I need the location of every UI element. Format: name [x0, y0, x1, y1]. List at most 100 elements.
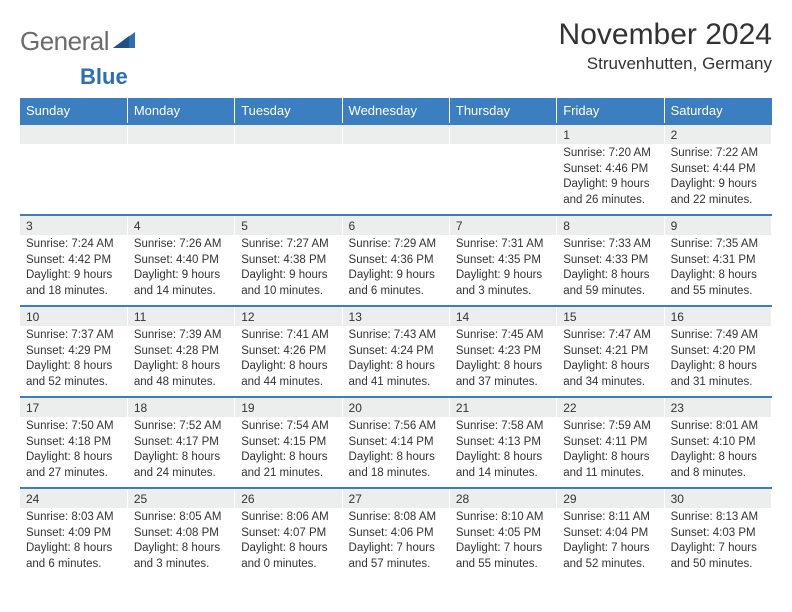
sunrise-line: Sunrise: 7:50 AM: [26, 419, 121, 435]
day-number: 6: [342, 215, 449, 235]
daylight-line: Daylight: 9 hours: [563, 177, 657, 193]
sunrise-line: Sunrise: 7:54 AM: [241, 419, 335, 435]
day-number: 16: [664, 306, 771, 326]
daylight-line: and 31 minutes.: [671, 375, 765, 391]
day-detail-cell: Sunrise: 7:22 AMSunset: 4:44 PMDaylight:…: [664, 144, 771, 215]
day-detail-cell: Sunrise: 7:26 AMSunset: 4:40 PMDaylight:…: [127, 235, 234, 306]
daylight-line: Daylight: 9 hours: [456, 268, 550, 284]
logo: General: [20, 18, 137, 57]
daylight-line: Daylight: 8 hours: [26, 359, 121, 375]
daylight-line: and 3 minutes.: [134, 557, 228, 573]
day-detail-cell: Sunrise: 7:56 AMSunset: 4:14 PMDaylight:…: [342, 417, 449, 488]
day-number: 8: [557, 215, 664, 235]
week-number-row: 12: [20, 124, 772, 144]
day-number: 22: [557, 397, 664, 417]
daylight-line: Daylight: 8 hours: [563, 268, 657, 284]
daylight-line: Daylight: 8 hours: [134, 450, 228, 466]
daylight-line: Daylight: 9 hours: [26, 268, 121, 284]
day-detail-cell: Sunrise: 7:59 AMSunset: 4:11 PMDaylight:…: [557, 417, 664, 488]
day-detail-cell: Sunrise: 7:35 AMSunset: 4:31 PMDaylight:…: [664, 235, 771, 306]
daylight-line: and 24 minutes.: [134, 466, 228, 482]
day-detail-cell: Sunrise: 8:05 AMSunset: 4:08 PMDaylight:…: [127, 508, 234, 578]
daylight-line: and 22 minutes.: [671, 193, 765, 209]
day-detail-cell: Sunrise: 8:01 AMSunset: 4:10 PMDaylight:…: [664, 417, 771, 488]
daylight-line: and 0 minutes.: [241, 557, 335, 573]
day-number: 18: [127, 397, 234, 417]
day-number: 20: [342, 397, 449, 417]
calendar-page: General November 2024 Struvenhutten, Ger…: [0, 0, 792, 596]
day-number: 21: [449, 397, 556, 417]
daylight-line: Daylight: 8 hours: [241, 541, 335, 557]
daylight-line: and 37 minutes.: [456, 375, 550, 391]
calendar-table: Sunday Monday Tuesday Wednesday Thursday…: [20, 98, 772, 578]
week-number-row: 3456789: [20, 215, 772, 235]
sunrise-line: Sunrise: 7:59 AM: [563, 419, 657, 435]
day-detail-cell: Sunrise: 7:29 AMSunset: 4:36 PMDaylight:…: [342, 235, 449, 306]
day-number: 24: [20, 488, 127, 508]
day-detail-cell: [342, 144, 449, 215]
sunrise-line: Sunrise: 7:27 AM: [241, 237, 335, 253]
day-number: 3: [20, 215, 127, 235]
week-number-row: 10111213141516: [20, 306, 772, 326]
day-detail-cell: Sunrise: 7:41 AMSunset: 4:26 PMDaylight:…: [235, 326, 342, 397]
day-detail-cell: [449, 144, 556, 215]
sunset-line: Sunset: 4:38 PM: [241, 253, 335, 269]
day-number: 29: [557, 488, 664, 508]
sunrise-line: Sunrise: 7:37 AM: [26, 328, 121, 344]
sunrise-line: Sunrise: 7:58 AM: [456, 419, 550, 435]
sunrise-line: Sunrise: 7:33 AM: [563, 237, 657, 253]
day-number: 2: [664, 124, 771, 144]
daylight-line: and 14 minutes.: [456, 466, 550, 482]
day-detail-cell: Sunrise: 7:50 AMSunset: 4:18 PMDaylight:…: [20, 417, 127, 488]
daylight-line: and 59 minutes.: [563, 284, 657, 300]
sunset-line: Sunset: 4:29 PM: [26, 344, 121, 360]
daylight-line: Daylight: 7 hours: [349, 541, 443, 557]
daylight-line: Daylight: 7 hours: [671, 541, 765, 557]
day-detail-cell: Sunrise: 7:52 AMSunset: 4:17 PMDaylight:…: [127, 417, 234, 488]
sunset-line: Sunset: 4:15 PM: [241, 435, 335, 451]
sunrise-line: Sunrise: 8:06 AM: [241, 510, 335, 526]
day-number: 5: [235, 215, 342, 235]
day-number: [342, 124, 449, 144]
sunrise-line: Sunrise: 7:49 AM: [671, 328, 765, 344]
day-number: 19: [235, 397, 342, 417]
day-header-row: Sunday Monday Tuesday Wednesday Thursday…: [20, 98, 772, 124]
day-number: [235, 124, 342, 144]
day-number: 23: [664, 397, 771, 417]
sunrise-line: Sunrise: 7:26 AM: [134, 237, 228, 253]
day-detail-cell: Sunrise: 8:10 AMSunset: 4:05 PMDaylight:…: [449, 508, 556, 578]
day-detail-cell: Sunrise: 7:54 AMSunset: 4:15 PMDaylight:…: [235, 417, 342, 488]
daylight-line: and 18 minutes.: [26, 284, 121, 300]
sunset-line: Sunset: 4:40 PM: [134, 253, 228, 269]
week-detail-row: Sunrise: 7:24 AMSunset: 4:42 PMDaylight:…: [20, 235, 772, 306]
day-header: Tuesday: [235, 98, 342, 124]
daylight-line: Daylight: 9 hours: [349, 268, 443, 284]
daylight-line: and 55 minutes.: [671, 284, 765, 300]
sunset-line: Sunset: 4:10 PM: [671, 435, 765, 451]
daylight-line: Daylight: 8 hours: [671, 268, 765, 284]
day-detail-cell: Sunrise: 7:58 AMSunset: 4:13 PMDaylight:…: [449, 417, 556, 488]
day-detail-cell: Sunrise: 7:47 AMSunset: 4:21 PMDaylight:…: [557, 326, 664, 397]
day-number: [449, 124, 556, 144]
daylight-line: Daylight: 8 hours: [134, 359, 228, 375]
day-number: 14: [449, 306, 556, 326]
day-number: 30: [664, 488, 771, 508]
sunset-line: Sunset: 4:44 PM: [671, 162, 765, 178]
day-number: 11: [127, 306, 234, 326]
daylight-line: and 55 minutes.: [456, 557, 550, 573]
daylight-line: Daylight: 8 hours: [671, 450, 765, 466]
week-detail-row: Sunrise: 7:20 AMSunset: 4:46 PMDaylight:…: [20, 144, 772, 215]
daylight-line: and 11 minutes.: [563, 466, 657, 482]
sunrise-line: Sunrise: 7:39 AM: [134, 328, 228, 344]
sunrise-line: Sunrise: 8:10 AM: [456, 510, 550, 526]
day-detail-cell: [127, 144, 234, 215]
day-number: 10: [20, 306, 127, 326]
daylight-line: Daylight: 7 hours: [563, 541, 657, 557]
day-detail-cell: Sunrise: 8:03 AMSunset: 4:09 PMDaylight:…: [20, 508, 127, 578]
sunrise-line: Sunrise: 7:31 AM: [456, 237, 550, 253]
day-number: 15: [557, 306, 664, 326]
sunset-line: Sunset: 4:03 PM: [671, 526, 765, 542]
daylight-line: Daylight: 9 hours: [134, 268, 228, 284]
sunset-line: Sunset: 4:28 PM: [134, 344, 228, 360]
sunset-line: Sunset: 4:13 PM: [456, 435, 550, 451]
